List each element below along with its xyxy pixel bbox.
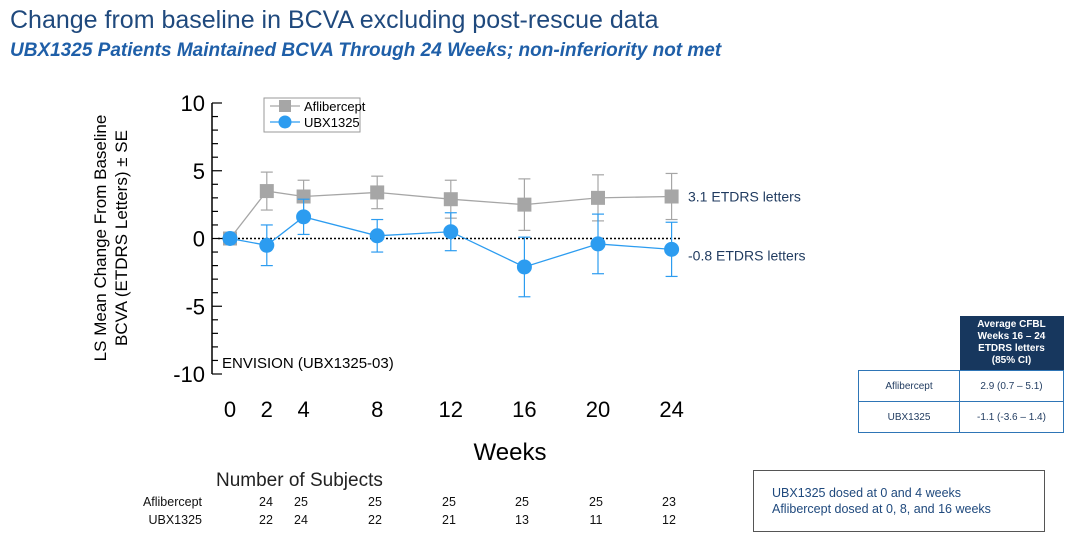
- subjects-cell: 11: [589, 513, 603, 527]
- x-tick-label: 4: [297, 397, 309, 422]
- page-title: Change from baseline in BCVA excluding p…: [10, 6, 659, 34]
- data-point: [296, 189, 311, 204]
- data-point: [443, 192, 458, 207]
- x-tick-label: 24: [659, 397, 683, 422]
- legend-marker: [279, 100, 291, 112]
- cfbl-row-ubx1325: UBX1325 -1.1 (-3.6 – 1.4): [858, 401, 1064, 433]
- x-tick-label: 12: [439, 397, 463, 422]
- subjects-cell: 25: [589, 495, 603, 509]
- subjects-cell: 12: [662, 513, 676, 527]
- cfbl-header: Average CFBL Weeks 16 – 24 ETDRS letters…: [959, 316, 1064, 371]
- subjects-cell: 25: [442, 495, 456, 509]
- data-point: [259, 184, 274, 199]
- data-point: [590, 236, 606, 252]
- series-end-label: 3.1 ETDRS letters: [688, 188, 801, 204]
- subjects-cell: 25: [515, 495, 529, 509]
- y-tick-label: -5: [185, 294, 205, 319]
- subjects-cell: 24: [259, 495, 273, 509]
- y-tick-label: 5: [193, 159, 205, 184]
- y-axis-title: BCVA (ETDRS Letters) ± SE: [112, 130, 131, 346]
- subjects-title: Number of Subjects: [216, 470, 383, 491]
- series-end-label: -0.8 ETDRS letters: [688, 247, 805, 263]
- subjects-cell: 13: [515, 513, 529, 527]
- subjects-row-label: Aflibercept: [142, 495, 202, 509]
- dosing-note: UBX1325 dosed at 0 and 4 weeks Afliberce…: [753, 470, 1045, 532]
- study-label: ENVISION (UBX1325-03): [222, 355, 394, 372]
- legend-label: UBX1325: [304, 115, 360, 130]
- cfbl-header-line: Average CFBL: [977, 319, 1046, 330]
- cfbl-row-value: -1.1 (-3.6 – 1.4): [959, 401, 1064, 433]
- data-point: [664, 241, 680, 257]
- y-tick-label: 10: [181, 91, 205, 116]
- x-tick-label: 2: [261, 397, 273, 422]
- data-point: [370, 185, 385, 200]
- y-tick-label: 0: [193, 227, 205, 252]
- cfbl-header-line: ETDRS letters: [978, 343, 1045, 354]
- page-subtitle: UBX1325 Patients Maintained BCVA Through…: [10, 40, 722, 61]
- cfbl-row-value: 2.9 (0.7 – 5.1): [959, 370, 1064, 402]
- x-tick-label: 20: [586, 397, 610, 422]
- data-point: [369, 228, 385, 244]
- data-point: [516, 259, 532, 275]
- x-tick-label: 8: [371, 397, 383, 422]
- subjects-cell: 24: [294, 513, 308, 527]
- data-point: [222, 231, 238, 246]
- cfbl-row-label: UBX1325: [858, 401, 960, 433]
- cfbl-corner: [859, 316, 960, 371]
- subjects-cell: 23: [662, 495, 676, 509]
- dosing-note-line: Aflibercept dosed at 0, 8, and 16 weeks: [772, 502, 991, 516]
- y-axis-title: LS Mean Change From Baseline: [91, 115, 110, 362]
- cfbl-row-aflibercept: Aflibercept 2.9 (0.7 – 5.1): [858, 370, 1064, 402]
- y-tick-label: -10: [173, 362, 205, 387]
- data-point: [443, 224, 459, 240]
- x-tick-label: 16: [512, 397, 536, 422]
- cfbl-row-label: Aflibercept: [858, 370, 960, 402]
- subjects-cell: 22: [259, 513, 273, 527]
- subjects-cell: 21: [442, 513, 456, 527]
- data-point: [664, 189, 679, 204]
- series-line-ubx1325: [229, 216, 672, 268]
- dosing-note-line: UBX1325 dosed at 0 and 4 weeks: [772, 486, 962, 500]
- x-tick-label: 0: [224, 397, 236, 422]
- cfbl-header-line: (85% CI): [991, 355, 1032, 366]
- subjects-cell: 25: [294, 495, 308, 509]
- data-point: [517, 197, 532, 212]
- cfbl-header-line: Weeks 16 – 24: [977, 331, 1046, 342]
- data-point: [591, 190, 605, 205]
- subjects-cell: 25: [368, 495, 382, 509]
- x-axis-title: Weeks: [474, 439, 547, 466]
- legend-label: Aflibercept: [304, 99, 366, 114]
- data-point: [296, 209, 312, 225]
- cfbl-table: Average CFBL Weeks 16 – 24 ETDRS letters…: [858, 316, 1064, 433]
- legend-marker: [278, 115, 292, 129]
- data-point: [259, 237, 275, 253]
- subjects-row-label: UBX1325: [148, 513, 202, 527]
- subjects-cell: 22: [368, 513, 382, 527]
